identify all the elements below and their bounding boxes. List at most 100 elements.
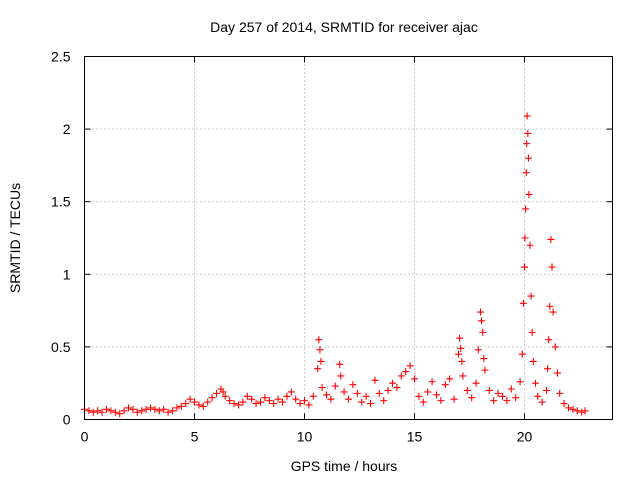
data-point (160, 405, 168, 413)
data-point (138, 407, 146, 415)
data-point (305, 401, 313, 409)
data-point (523, 112, 531, 120)
data-point (362, 392, 370, 400)
data-point (521, 234, 529, 242)
data-point (226, 397, 234, 405)
data-point (340, 388, 348, 396)
data-point (518, 350, 526, 358)
data-point (98, 408, 106, 416)
x-axis-title: GPS time / hours (291, 458, 398, 474)
data-point (393, 384, 401, 392)
data-point (367, 400, 374, 408)
y-tick-label: 0 (63, 412, 71, 428)
x-tick-label: 10 (297, 429, 313, 445)
data-point (261, 394, 269, 402)
data-point (543, 386, 550, 394)
data-point (252, 400, 260, 408)
data-point (485, 386, 493, 394)
x-tick-label: 15 (407, 429, 423, 445)
data-point (103, 405, 110, 413)
data-point (548, 263, 556, 271)
plot-frame (84, 56, 613, 420)
data-point (316, 346, 324, 354)
data-point (296, 400, 304, 408)
y-tick-label: 0.5 (51, 339, 71, 355)
data-points (81, 112, 589, 418)
data-point (411, 375, 418, 383)
data-point (142, 405, 150, 413)
data-point (89, 408, 97, 416)
data-point (545, 336, 553, 344)
data-point (459, 372, 467, 380)
data-point (353, 389, 361, 397)
data-point (573, 407, 581, 415)
data-point (554, 369, 561, 377)
axis-ticks (84, 56, 613, 420)
y-tick-label: 2 (63, 121, 71, 137)
data-point (441, 381, 449, 389)
data-point (358, 398, 366, 406)
data-point (457, 344, 465, 352)
data-point (458, 357, 466, 365)
data-point (315, 336, 323, 344)
data-point (317, 357, 325, 365)
data-point (478, 317, 486, 325)
data-point (230, 400, 238, 408)
data-point (424, 388, 432, 396)
data-point (519, 299, 527, 307)
y-tick-label: 1.5 (51, 194, 71, 210)
data-point (221, 392, 229, 400)
data-point (279, 398, 286, 406)
data-point (521, 263, 528, 271)
data-point (560, 400, 568, 408)
data-point (120, 407, 128, 415)
data-point (549, 308, 557, 316)
data-point (155, 407, 163, 415)
data-point (503, 397, 511, 405)
data-point (578, 408, 586, 416)
x-tick-label: 5 (191, 429, 199, 445)
data-point (450, 395, 458, 403)
data-point (490, 397, 498, 405)
data-point (581, 407, 589, 415)
data-point (94, 407, 102, 415)
data-point (177, 402, 185, 410)
data-point (529, 357, 537, 365)
data-point (406, 362, 414, 370)
axis-tick-labels: 0 5 10 15 20 0 0.5 1 1.5 2 2.5 (51, 49, 532, 445)
data-point (147, 404, 154, 412)
data-point (182, 400, 190, 408)
data-point (524, 129, 532, 137)
data-point (428, 378, 436, 386)
data-point (477, 308, 484, 316)
data-point (402, 368, 410, 376)
data-point (337, 372, 345, 380)
data-point (292, 395, 300, 403)
data-point (474, 346, 482, 354)
data-point (384, 386, 392, 394)
data-point (345, 395, 352, 403)
data-point (243, 392, 251, 400)
data-point (433, 391, 440, 399)
data-point (481, 366, 489, 374)
data-point (456, 334, 464, 342)
x-tick-label: 20 (517, 429, 533, 445)
data-point (133, 408, 141, 416)
data-point (522, 205, 530, 213)
data-point (569, 405, 577, 413)
data-point (468, 394, 476, 402)
y-tick-label: 2.5 (51, 49, 71, 65)
data-point (556, 389, 564, 397)
data-point (191, 398, 198, 406)
data-point (380, 397, 388, 405)
data-point (107, 407, 115, 415)
data-point (204, 398, 212, 406)
data-point (538, 398, 546, 406)
grid-lines (84, 56, 613, 420)
y-axis-title: SRMTID / TECUs (7, 183, 23, 293)
data-point (336, 360, 344, 368)
data-point (479, 328, 487, 336)
data-point (551, 343, 559, 351)
data-point (327, 395, 335, 403)
